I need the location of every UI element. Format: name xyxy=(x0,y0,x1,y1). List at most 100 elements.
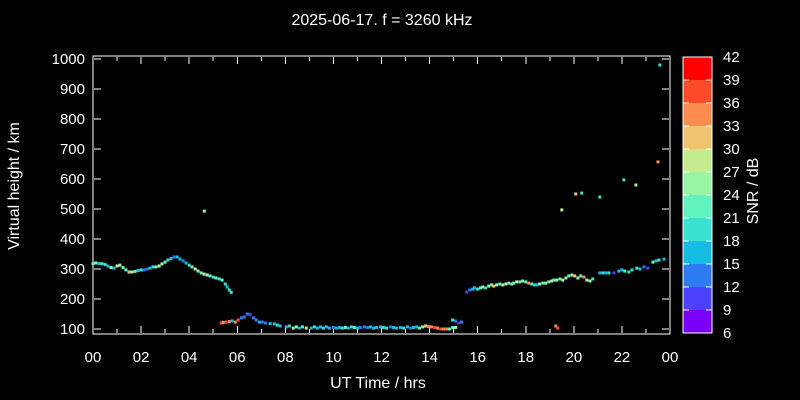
data-point xyxy=(588,279,592,283)
data-point xyxy=(287,324,291,328)
data-point xyxy=(552,278,556,282)
colorbar-segment xyxy=(683,195,712,218)
data-point xyxy=(415,325,419,329)
data-point xyxy=(560,208,564,212)
data-point xyxy=(617,269,621,273)
data-point xyxy=(233,320,237,324)
data-point xyxy=(112,266,116,270)
data-point xyxy=(278,324,282,328)
data-point xyxy=(193,267,197,271)
data-point xyxy=(343,326,347,329)
colorbar-segment xyxy=(683,57,712,80)
data-point xyxy=(334,326,338,330)
colorbar-segment xyxy=(683,172,712,195)
data-point xyxy=(634,183,638,187)
data-point xyxy=(94,261,98,265)
data-point xyxy=(501,283,505,287)
data-point xyxy=(638,267,642,271)
data-point xyxy=(550,279,554,283)
data-point xyxy=(604,271,608,275)
data-point xyxy=(172,255,176,259)
data-point xyxy=(385,326,389,330)
data-point xyxy=(109,266,113,269)
data-point xyxy=(454,319,458,323)
data-point xyxy=(620,268,624,272)
colorbar-tick-label: 12 xyxy=(723,279,740,296)
data-point xyxy=(561,278,565,282)
data-point xyxy=(656,160,660,164)
data-point xyxy=(498,282,502,286)
plot-frame xyxy=(92,55,671,335)
data-point xyxy=(436,326,440,330)
data-point xyxy=(654,259,658,263)
colorbar-segment xyxy=(683,310,712,333)
data-point xyxy=(576,276,580,280)
data-point xyxy=(530,282,534,286)
colorbar-tick-label: 27 xyxy=(723,164,740,181)
y-axis-title: Virtual height / km xyxy=(6,122,23,250)
data-point xyxy=(142,268,146,272)
data-point xyxy=(627,270,631,274)
data-point xyxy=(402,326,406,330)
data-point xyxy=(535,283,539,287)
colorbar-segment xyxy=(683,103,712,126)
data-point xyxy=(202,272,206,276)
data-point xyxy=(214,276,218,280)
data-point xyxy=(136,269,140,272)
data-point xyxy=(601,271,605,275)
data-point xyxy=(205,273,209,277)
data-point xyxy=(166,258,170,262)
data-point xyxy=(346,326,350,330)
data-point xyxy=(169,257,173,260)
data-point xyxy=(582,275,586,279)
data-point xyxy=(448,327,452,331)
data-point xyxy=(658,63,662,67)
data-point xyxy=(573,274,577,278)
colorbar-tick-label: 42 xyxy=(723,49,740,66)
colorbar-tick-label: 33 xyxy=(723,118,740,135)
data-point xyxy=(362,325,366,329)
x-tick-label: 18 xyxy=(517,349,534,366)
data-point xyxy=(564,276,568,280)
data-point xyxy=(219,321,223,325)
x-tick-label: 22 xyxy=(614,349,631,366)
data-point xyxy=(239,316,243,320)
data-point xyxy=(541,281,545,285)
data-point xyxy=(394,326,398,330)
data-point xyxy=(187,263,191,267)
data-point xyxy=(512,281,516,285)
x-tick-label: 08 xyxy=(277,349,294,366)
data-point xyxy=(217,277,221,281)
data-point xyxy=(284,325,288,329)
data-point xyxy=(148,266,152,270)
x-tick-label: 16 xyxy=(469,349,486,366)
data-point xyxy=(97,262,101,266)
data-point xyxy=(381,326,385,329)
data-point xyxy=(300,325,304,329)
data-point xyxy=(421,325,425,329)
x-tick-label: 12 xyxy=(373,349,390,366)
x-tick-label: 20 xyxy=(565,349,582,366)
data-point xyxy=(524,280,528,284)
colorbar-tick-label: 18 xyxy=(723,233,740,250)
data-point xyxy=(507,281,511,285)
data-point xyxy=(127,270,131,274)
data-point xyxy=(315,326,319,330)
x-axis-title: UT Time / hrs xyxy=(330,375,426,392)
data-point xyxy=(163,260,167,264)
data-point xyxy=(91,262,95,266)
data-point xyxy=(312,325,316,329)
data-point xyxy=(465,290,469,294)
colorbar-segment xyxy=(683,241,712,264)
data-point xyxy=(607,271,611,275)
data-point xyxy=(184,261,188,265)
x-tick-label: 14 xyxy=(421,349,438,366)
data-point xyxy=(623,269,627,273)
x-tick-label: 00 xyxy=(662,349,679,366)
data-point xyxy=(460,320,464,324)
y-tick-label: 100 xyxy=(60,321,85,338)
y-tick-label: 900 xyxy=(60,81,85,98)
data-point xyxy=(366,326,370,329)
data-point xyxy=(324,325,328,329)
